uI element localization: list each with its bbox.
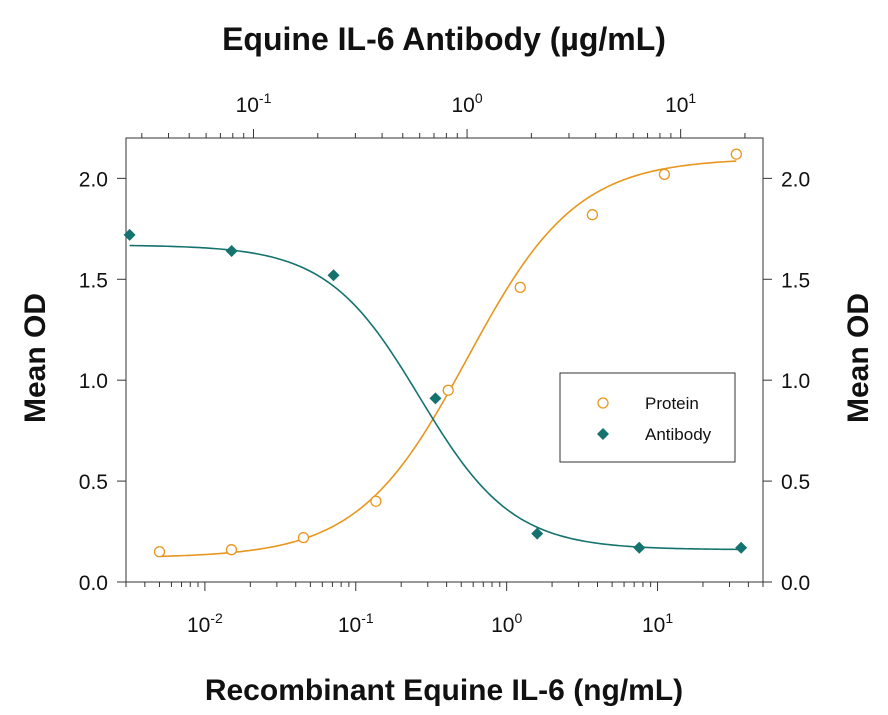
x-top-tick-label: 10-1 [236, 90, 272, 117]
point-antibody [123, 228, 136, 241]
point-antibody [429, 392, 442, 405]
y-right-tick-label: 1.5 [781, 269, 810, 292]
x-tick-label: 10-1 [338, 610, 374, 637]
y-axis-title-right: Mean OD [842, 293, 875, 423]
point-protein [225, 544, 238, 556]
x-top-tick-label: 101 [665, 90, 696, 117]
x-tick-label: 100 [491, 610, 522, 637]
y-right-tick-label: 0.5 [781, 471, 810, 494]
x-top-tick-label: 100 [451, 90, 482, 117]
point-protein [658, 168, 671, 180]
y-right-tick-label: 1.0 [781, 370, 810, 393]
point-antibody [633, 541, 646, 554]
point-protein [370, 495, 382, 507]
point-protein [586, 209, 599, 221]
y-left-tick-label: 1.5 [79, 269, 108, 292]
legend-antibody-label: Antibody [645, 425, 712, 444]
y-left-tick-label: 0.5 [79, 471, 108, 494]
legend-box [559, 372, 736, 463]
point-antibody [225, 245, 238, 258]
x-axis-bottom: 10-2 10-1 100 101 [125, 582, 764, 637]
point-antibody [735, 541, 748, 554]
chart-title: Equine IL-6 Antibody (µg/mL) [222, 21, 666, 57]
x-tick-label: 10-2 [187, 610, 223, 637]
y-axes: 0.0 0.0 0.5 0.5 1.0 1.0 1.5 1.5 2.0 2.0 [79, 168, 810, 595]
y-left-tick-label: 2.0 [79, 168, 108, 191]
point-protein [514, 281, 526, 293]
point-protein [730, 148, 743, 160]
data-points [123, 148, 748, 558]
legend-antibody-marker [597, 428, 609, 440]
plot-frame [125, 137, 764, 583]
legend-protein-marker [597, 397, 609, 409]
x-tick-label: 101 [642, 610, 673, 637]
fit-curves [129, 160, 742, 558]
x-axis-title: Recombinant Equine IL-6 (ng/mL) [205, 674, 683, 707]
x-axis-top: 10-1 100 101 [141, 90, 746, 138]
legend-protein-label: Protein [645, 394, 699, 413]
y-right-tick-label: 2.0 [781, 168, 810, 191]
point-antibody [531, 527, 544, 540]
point-protein [297, 531, 310, 544]
point-protein [153, 546, 166, 558]
legend: Protein Antibody [559, 372, 736, 463]
point-protein [442, 384, 454, 396]
fit-curve-protein [159, 160, 737, 558]
y-left-tick-label: 0.0 [79, 572, 108, 595]
point-antibody [327, 269, 340, 282]
y-right-tick-label: 0.0 [781, 572, 810, 595]
y-axis-title-left: Mean OD [19, 293, 52, 423]
y-left-tick-label: 1.0 [79, 370, 108, 393]
